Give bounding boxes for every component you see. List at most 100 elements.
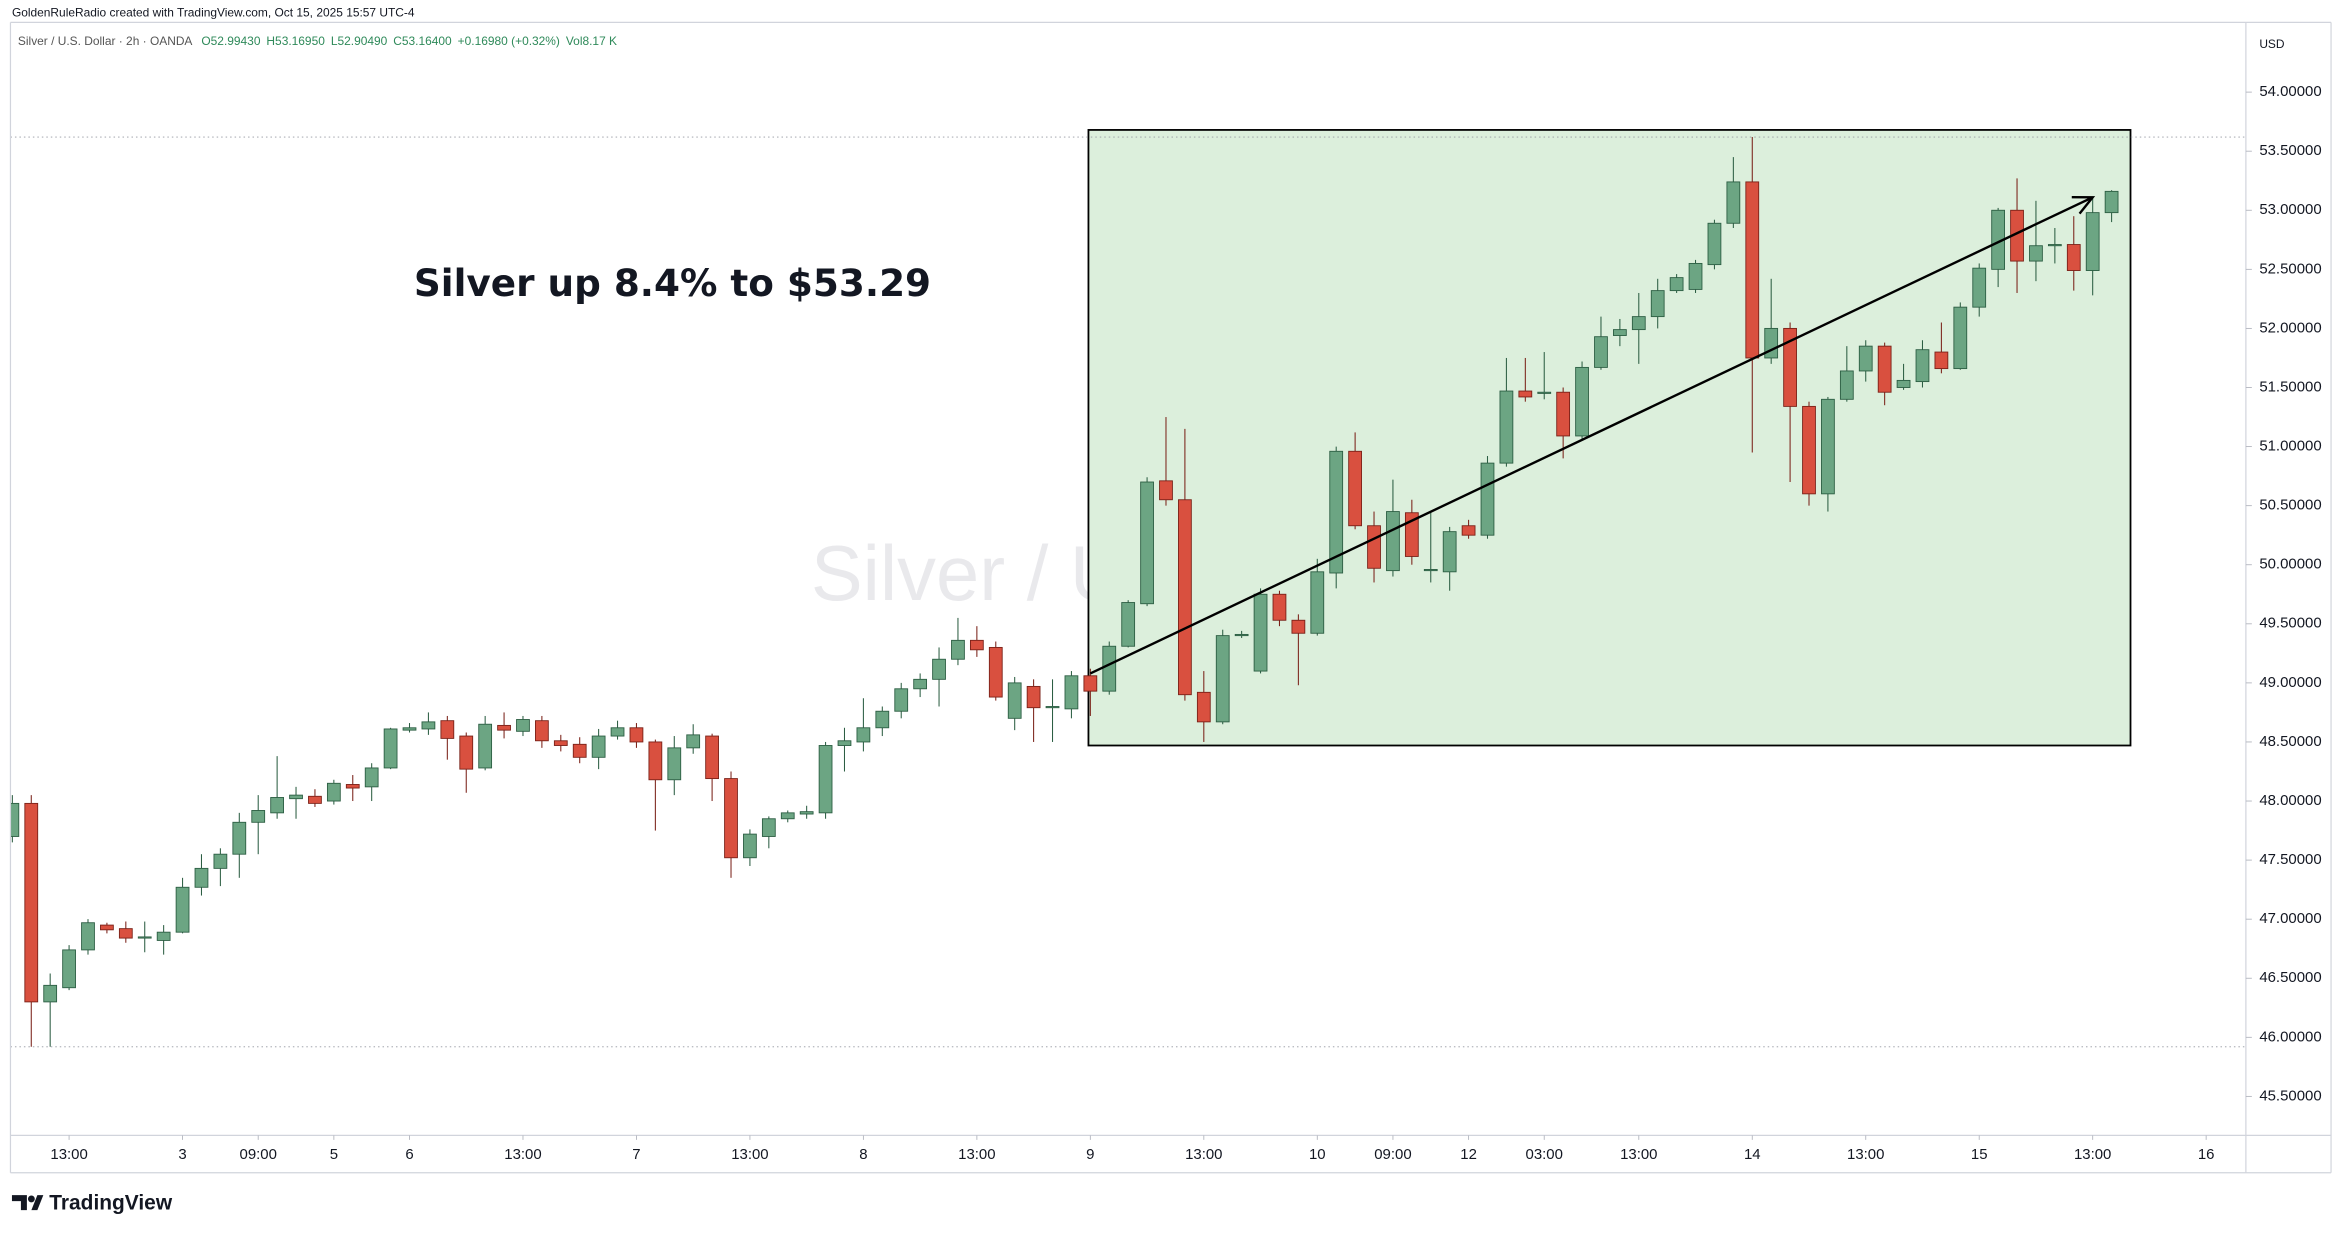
candle-body <box>951 639 965 660</box>
candle-body <box>1045 706 1060 709</box>
y-tick-label: 48.50000 <box>2259 733 2321 750</box>
candle-body <box>1178 499 1192 696</box>
candle-body <box>648 741 663 781</box>
candle-body <box>969 639 984 651</box>
candle-body <box>743 833 757 859</box>
candle-body <box>1102 645 1117 692</box>
candle-body <box>553 740 568 746</box>
x-tick-label: 12 <box>1460 1146 1477 1163</box>
candle-body <box>2104 190 2119 214</box>
logo-slash <box>31 1195 44 1211</box>
quote-low: L52.90490 <box>331 34 388 48</box>
candle-body <box>856 727 871 743</box>
y-tick-label: 47.00000 <box>2259 910 2321 927</box>
x-tick-label: 14 <box>1744 1146 1761 1163</box>
candle-body <box>345 784 360 789</box>
currency: USD <box>2259 37 2285 51</box>
candle-body <box>24 802 39 1003</box>
candle-body <box>1707 222 1722 266</box>
x-tick-label: 5 <box>330 1146 338 1163</box>
y-tick-label: 49.50000 <box>2259 615 2321 632</box>
candle-body <box>1764 327 1779 359</box>
candle-body <box>1745 181 1760 359</box>
candle-body <box>326 782 341 802</box>
candle-body <box>1915 349 1930 383</box>
candle-body <box>1802 405 1816 495</box>
candle-body <box>1688 262 1703 290</box>
candle-body <box>1934 351 1949 370</box>
candle-body <box>62 949 76 989</box>
x-tick-label: 13:00 <box>1185 1146 1222 1163</box>
x-tick-label: 10 <box>1309 1146 1326 1163</box>
x-tick-label: 13:00 <box>504 1146 541 1163</box>
trend-arrow <box>1089 196 2094 675</box>
candle-body <box>1386 511 1400 572</box>
candle-body <box>610 727 625 737</box>
logo-dot <box>27 1195 35 1203</box>
candle-body <box>232 821 247 855</box>
y-tick-label: 52.50000 <box>2259 260 2321 277</box>
candle-body <box>629 727 644 743</box>
legend-line: Silver / U.S. Dollar · 2h · OANDA O52.994… <box>18 34 617 48</box>
candle-body <box>1821 398 1835 495</box>
candle-body <box>1310 571 1325 634</box>
candle-body <box>364 767 379 788</box>
candle-body <box>667 747 682 781</box>
candle-body <box>1594 336 1608 368</box>
candle-body <box>724 778 738 859</box>
candle-body <box>1953 306 1968 370</box>
candle-body <box>118 928 133 939</box>
candle-body <box>1518 390 1533 398</box>
candle-body <box>535 720 549 742</box>
quote-high: H53.16950 <box>266 34 325 48</box>
candle-body <box>1367 525 1381 569</box>
candle-body <box>875 710 890 729</box>
candle-body <box>572 743 587 758</box>
candle-body <box>705 735 719 780</box>
candle-body <box>10 802 20 837</box>
attribution: GoldenRuleRadio created with TradingView… <box>12 6 415 20</box>
candle-body <box>894 688 909 712</box>
candle-body <box>43 984 58 1003</box>
symbol: Silver / U.S. Dollar · 2h · OANDA <box>18 34 193 48</box>
candle-body <box>1329 450 1344 574</box>
candle-body <box>213 853 228 869</box>
candle-body <box>1348 450 1362 527</box>
y-tick-label: 54.00000 <box>2259 83 2321 100</box>
candle-body <box>837 740 852 746</box>
brand-logo: TradingView <box>11 1192 173 1215</box>
arrow-head <box>2071 195 2096 215</box>
candle-body <box>289 794 303 800</box>
y-tick-label: 46.00000 <box>2259 1028 2321 1045</box>
annotation: Silver up 8.4% to $53.29 <box>414 261 931 305</box>
candle-body <box>1461 525 1476 536</box>
candle-body <box>402 727 417 731</box>
candle-body <box>818 745 833 814</box>
quote-close: C53.16400 <box>393 34 452 48</box>
candle-body <box>1499 390 1514 464</box>
x-tick-label: 13:00 <box>2074 1146 2111 1163</box>
candle-body <box>1575 366 1589 437</box>
candle-body <box>1007 682 1022 719</box>
candle-body <box>516 719 530 732</box>
candle-body <box>1253 593 1268 672</box>
y-tick-label: 45.50000 <box>2259 1087 2321 1104</box>
y-tick-label: 49.00000 <box>2259 674 2321 691</box>
quote-open: O52.99430 <box>201 34 260 48</box>
x-tick-label: 9 <box>1086 1146 1094 1163</box>
candle-body <box>100 924 114 931</box>
y-tick-label: 51.50000 <box>2259 378 2321 395</box>
candle-body <box>2066 244 2081 271</box>
candle-body <box>1839 370 1854 400</box>
brand-name: TradingView <box>49 1192 173 1215</box>
candle-body <box>1896 379 1911 388</box>
candle-body <box>761 818 776 837</box>
overlay: Silver up 8.4% to $53.29 <box>414 195 2096 675</box>
candle-body <box>1291 619 1306 634</box>
y-tick-label: 50.50000 <box>2259 497 2321 514</box>
quote-change: +0.16980 (+0.32%) <box>458 34 560 48</box>
candle-body <box>913 678 928 690</box>
x-tick-label: 16 <box>2198 1146 2215 1163</box>
candle-body <box>1556 391 1571 437</box>
